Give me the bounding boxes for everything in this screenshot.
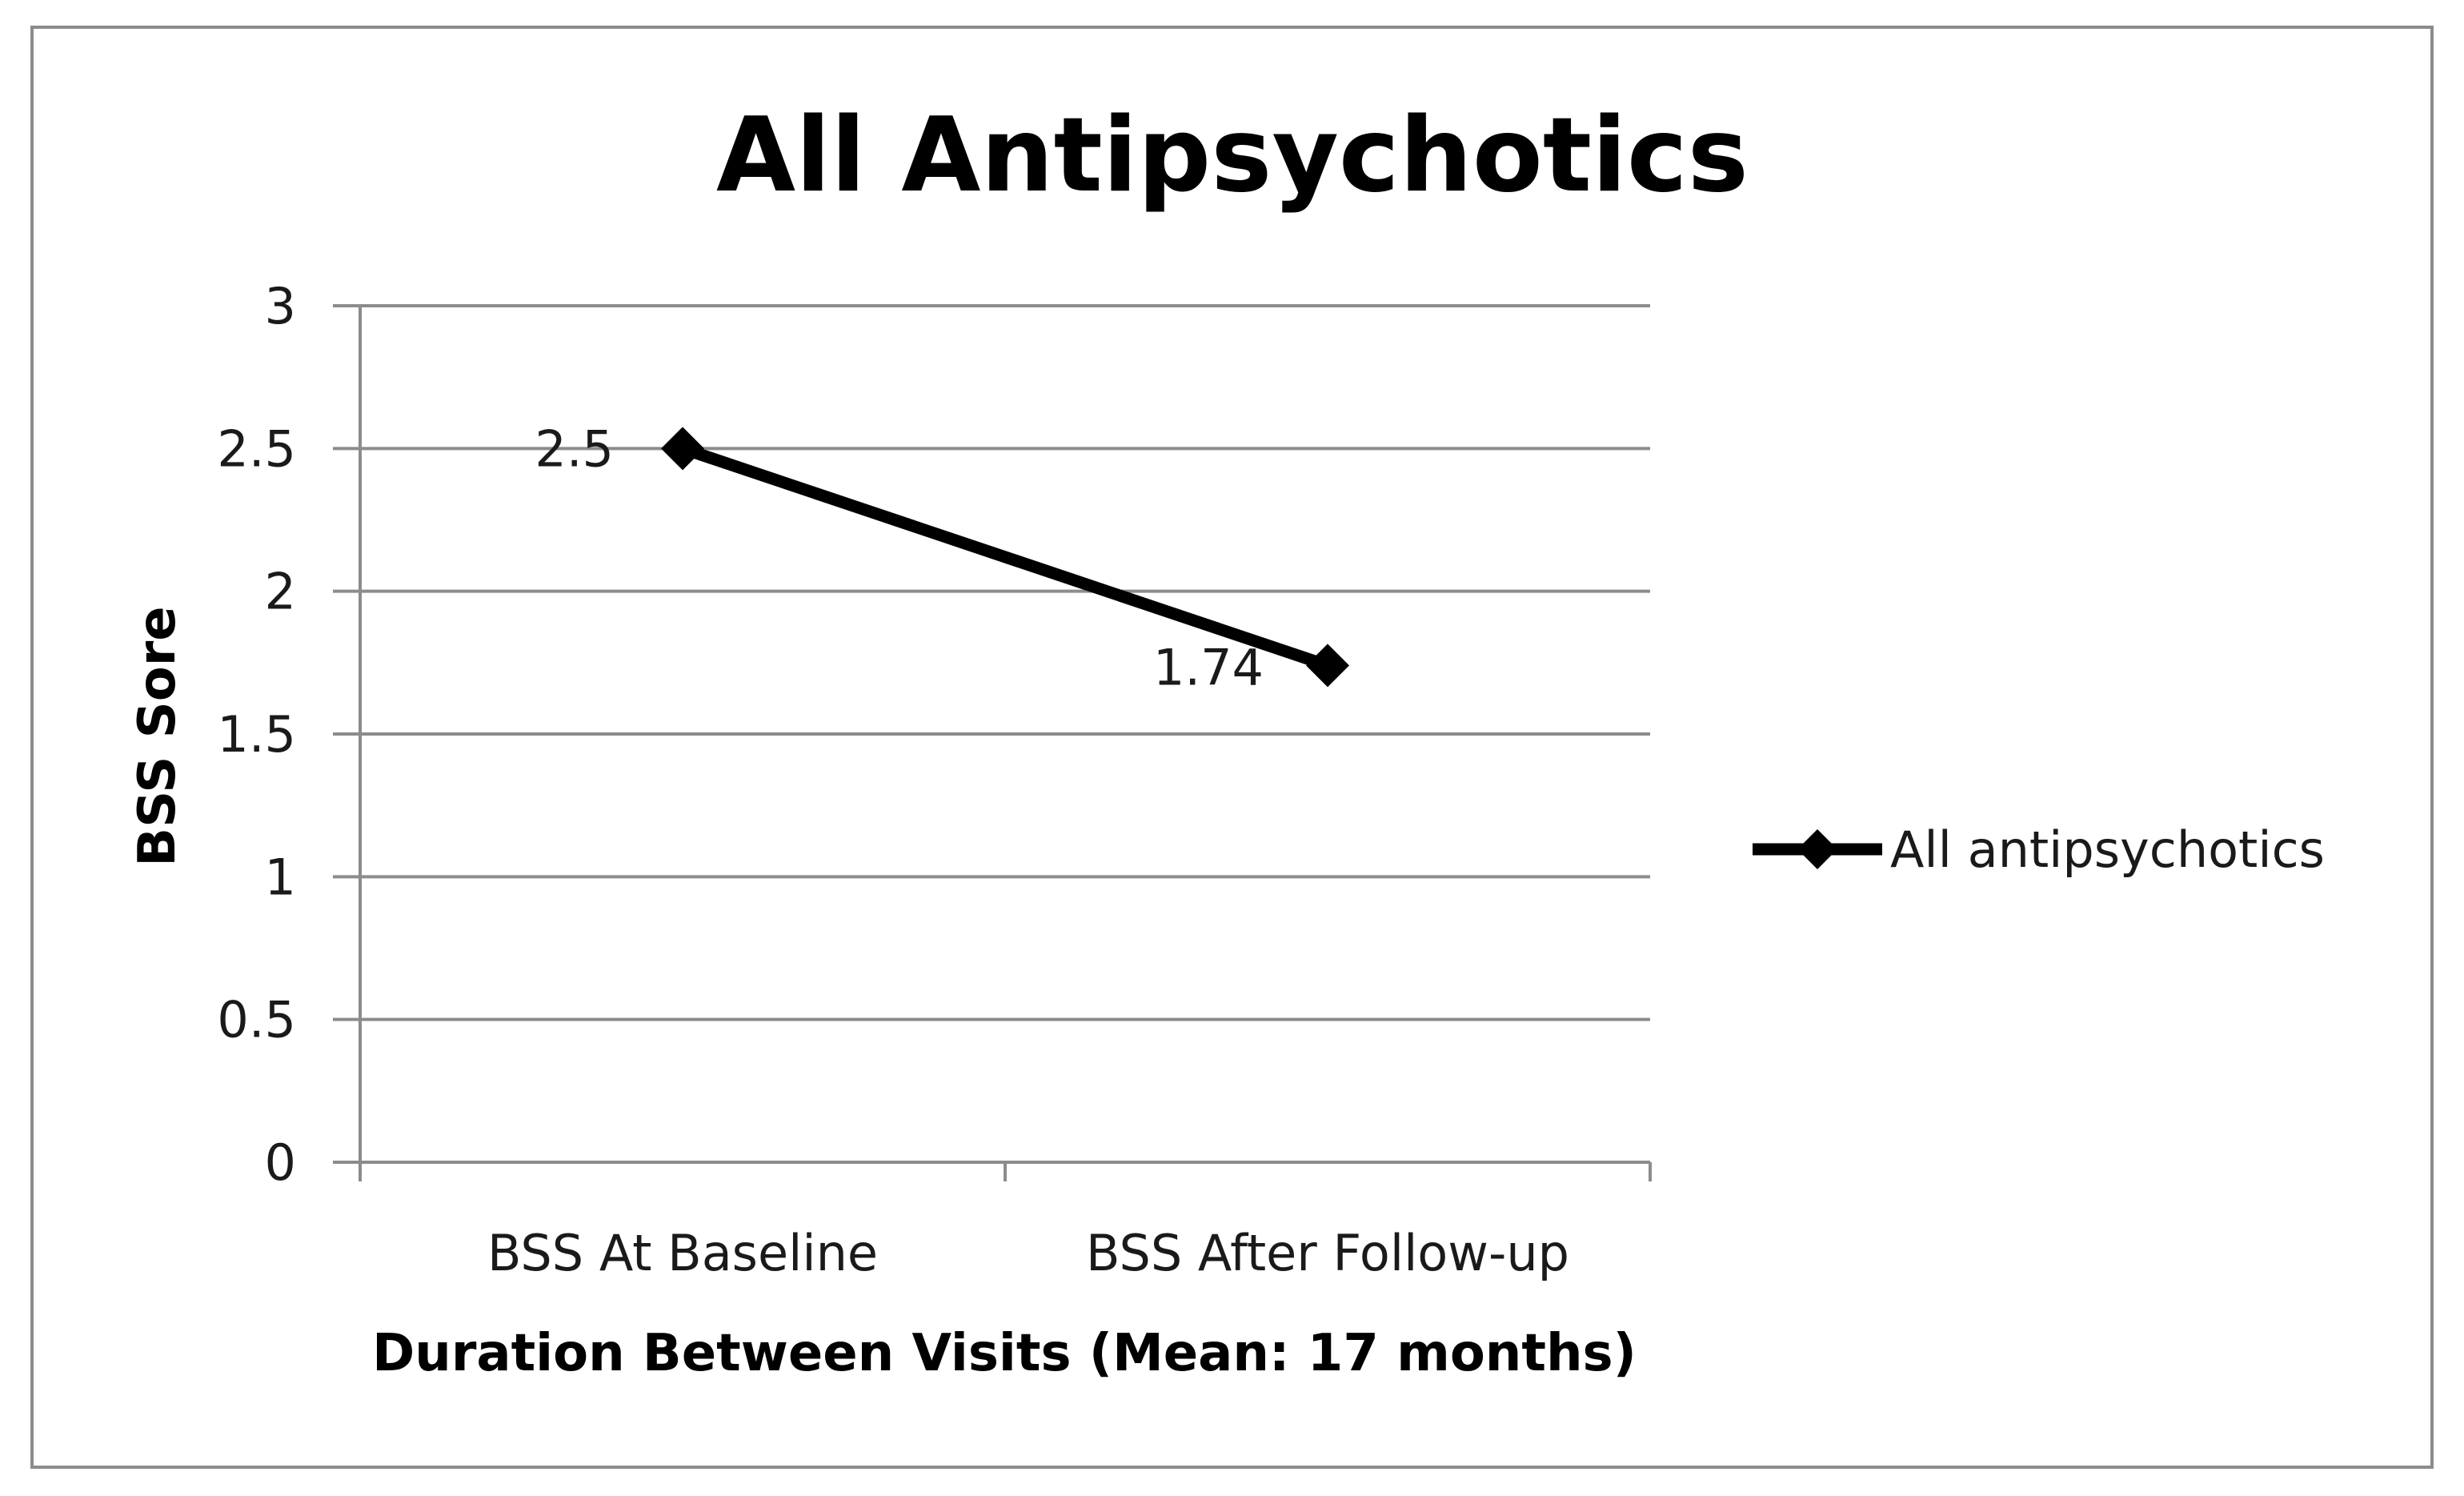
y-tick-label: 2	[265, 563, 296, 621]
legend-marker-swatch	[1797, 829, 1837, 869]
y-tick-label: 0	[265, 1133, 296, 1192]
x-tick-label: BSS After Follow-up	[1086, 1224, 1569, 1282]
gridlines	[360, 304, 1650, 1021]
chart-frame	[30, 26, 2434, 1469]
legend: All antipsychotics	[1753, 820, 2325, 879]
y-axis-title: BSS Sore	[128, 606, 187, 866]
legend-label: All antipsychotics	[1890, 820, 2325, 879]
y-tick-label: 3	[265, 277, 296, 335]
data-label: 1.74	[1153, 638, 1264, 696]
series-line	[680, 443, 1330, 672]
series-lines	[680, 443, 1330, 672]
data-point-marker	[1306, 644, 1349, 688]
series-markers	[661, 427, 1349, 688]
y-tick-label: 1	[265, 848, 296, 906]
y-tick-label: 2.5	[217, 419, 296, 478]
x-tick-labels: BSS At Baseline BSS After Follow-up	[487, 1224, 1569, 1282]
data-labels: 2.5 1.74	[535, 419, 1264, 696]
data-label: 2.5	[535, 419, 614, 478]
data-point-marker	[661, 427, 704, 471]
x-tick-label: BSS At Baseline	[487, 1224, 878, 1282]
y-tick-labels: 0 0.5 1 1.5 2 2.5 3	[217, 277, 296, 1192]
x-axis-title: Duration Between Visits (Mean: 17 months…	[372, 1324, 1637, 1383]
axes	[333, 304, 1652, 1181]
y-tick-label: 0.5	[217, 991, 296, 1049]
chart-title: All Antipsychotics	[716, 96, 1749, 215]
y-tick-label: 1.5	[217, 705, 296, 764]
